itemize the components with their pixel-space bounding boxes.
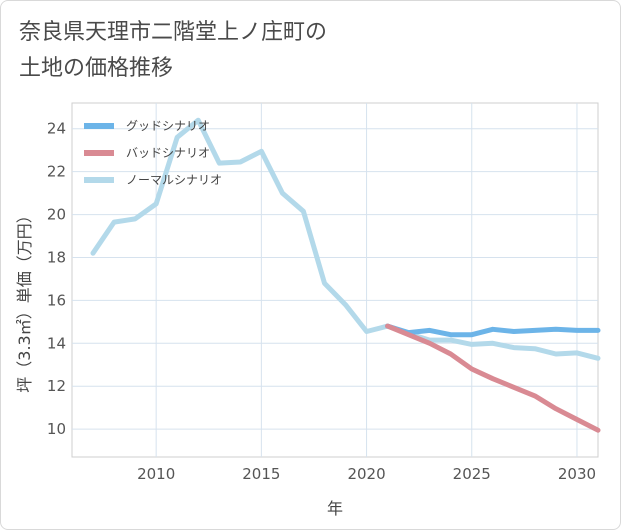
plot-area (71, 102, 599, 458)
y-tick-label: 10 (47, 420, 66, 438)
y-tick-label: 24 (47, 120, 66, 138)
x-tick-labels: 2010 2015 2020 2025 2030 (137, 465, 596, 483)
chart-title-line2: 土地の価格推移 (19, 56, 174, 81)
x-tick-label: 2025 (453, 465, 491, 483)
y-tick-label: 16 (47, 291, 66, 309)
x-axis-title: 年 (327, 499, 343, 518)
x-tick-label: 2030 (558, 465, 596, 483)
x-tick-label: 2015 (242, 465, 280, 483)
y-tick-label: 18 (47, 248, 66, 266)
legend-label: ノーマルシナリオ (126, 173, 222, 187)
chart-title: 奈良県天理市二階堂上ノ庄町の 土地の価格推移 (19, 15, 327, 87)
series-line-good (385, 323, 601, 338)
legend-label: バッドシナリオ (126, 146, 210, 160)
series-line-normal (90, 117, 601, 361)
y-tick-label: 20 (47, 206, 66, 224)
y-tick-label: 14 (47, 334, 66, 352)
series-lines (90, 117, 601, 433)
y-tick-label: 22 (47, 163, 66, 181)
legend-label: グッドシナリオ (126, 119, 210, 133)
y-tick-label: 12 (47, 377, 66, 395)
series-line-bad (385, 323, 601, 433)
chart-title-line1: 奈良県天理市二階堂上ノ庄町の (19, 20, 328, 45)
y-axis-title: 坪（3.3㎡）単価（万円） (15, 207, 34, 392)
x-tick-label: 2010 (137, 465, 175, 483)
x-tick-label: 2020 (347, 465, 385, 483)
y-tick-labels: 10 12 14 16 18 20 22 24 (47, 120, 66, 438)
